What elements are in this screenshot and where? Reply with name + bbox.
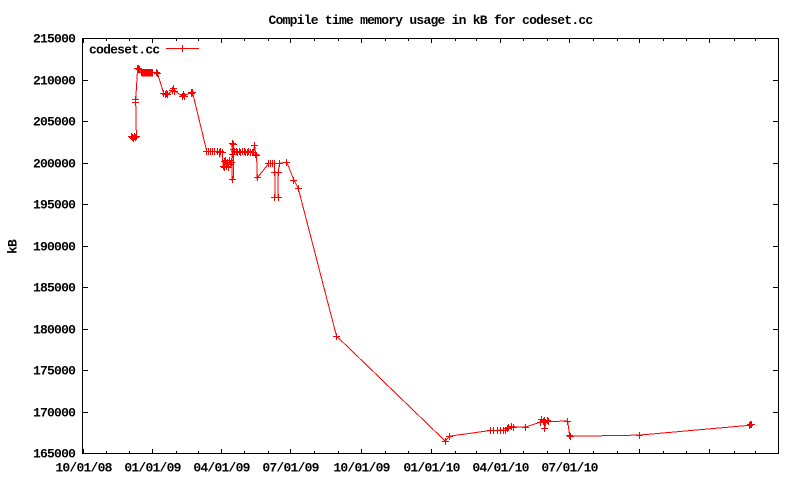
svg-text:04/01/09: 04/01/09 (193, 461, 250, 476)
svg-text:180000: 180000 (33, 323, 76, 338)
svg-text:kB: kB (6, 239, 21, 254)
svg-text:185000: 185000 (33, 281, 76, 296)
svg-text:01/01/10: 01/01/10 (403, 461, 460, 476)
svg-text:190000: 190000 (33, 240, 76, 255)
svg-text:165000: 165000 (33, 447, 76, 462)
svg-text:Compile time memory usage in k: Compile time memory usage in kB for code… (269, 13, 594, 28)
svg-text:200000: 200000 (33, 157, 76, 172)
svg-text:10/01/08: 10/01/08 (55, 461, 112, 476)
svg-text:07/01/10: 07/01/10 (541, 461, 598, 476)
svg-text:215000: 215000 (33, 32, 76, 47)
svg-text:01/01/09: 01/01/09 (124, 461, 181, 476)
svg-text:07/01/09: 07/01/09 (262, 461, 319, 476)
svg-text:205000: 205000 (33, 115, 76, 130)
svg-text:04/01/10: 04/01/10 (472, 461, 529, 476)
svg-text:210000: 210000 (33, 74, 76, 89)
svg-text:195000: 195000 (33, 198, 76, 213)
svg-text:10/01/09: 10/01/09 (333, 461, 390, 476)
svg-text:175000: 175000 (33, 364, 76, 379)
svg-text:170000: 170000 (33, 406, 76, 421)
svg-text:codeset.cc: codeset.cc (89, 42, 160, 57)
